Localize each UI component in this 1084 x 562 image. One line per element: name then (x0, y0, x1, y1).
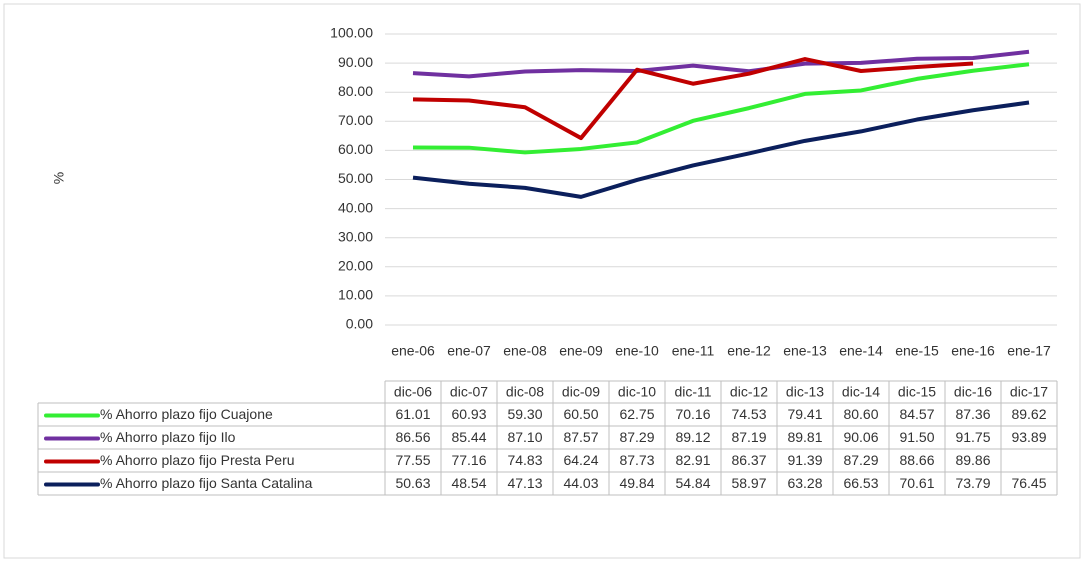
table-value: 89.62 (1011, 406, 1046, 422)
table-value: 47.13 (507, 475, 542, 491)
y-tick-label: 30.00 (338, 228, 373, 244)
x-tick-label: ene-13 (783, 343, 827, 359)
y-tick-label: 60.00 (338, 141, 373, 157)
table-value: 86.56 (395, 429, 430, 445)
table-header: dic-08 (506, 384, 544, 400)
table-value: 87.10 (507, 429, 542, 445)
table-value: 87.19 (731, 429, 766, 445)
table-header: dic-12 (730, 384, 768, 400)
table-value: 60.93 (451, 406, 486, 422)
table-value: 61.01 (395, 406, 430, 422)
x-tick-label: ene-11 (672, 343, 715, 359)
table-value: 84.57 (899, 406, 934, 422)
table-value: 93.89 (1011, 429, 1046, 445)
table-value: 76.45 (1011, 475, 1046, 491)
x-tick-label: ene-16 (951, 343, 995, 359)
y-tick-label: 100.00 (330, 25, 373, 41)
table-header: dic-16 (954, 384, 992, 400)
table-value: 91.75 (955, 429, 990, 445)
x-tick-label: ene-17 (1007, 343, 1051, 359)
table-header: dic-07 (450, 384, 488, 400)
legend-label: % Ahorro plazo fijo Cuajone (100, 406, 273, 422)
table-value: 87.36 (955, 406, 990, 422)
table-value: 44.03 (563, 475, 598, 491)
y-tick-label: 0.00 (346, 316, 373, 332)
x-tick-label: ene-10 (615, 343, 659, 359)
table-header: dic-14 (842, 384, 880, 400)
table-value: 77.55 (395, 452, 430, 468)
table-value: 82.91 (675, 452, 710, 468)
legend-label: % Ahorro plazo fijo Presta Peru (100, 452, 295, 468)
table-header: dic-17 (1010, 384, 1048, 400)
table-value: 87.57 (563, 429, 598, 445)
table-value: 63.28 (787, 475, 822, 491)
x-tick-label: ene-15 (895, 343, 939, 359)
table-value: 79.41 (787, 406, 822, 422)
y-tick-label: 10.00 (338, 287, 373, 303)
table-value: 48.54 (451, 475, 486, 491)
x-tick-label: ene-09 (559, 343, 603, 359)
table-value: 66.53 (843, 475, 878, 491)
x-tick-label: ene-08 (503, 343, 547, 359)
x-tick-label: ene-12 (727, 343, 771, 359)
table-value: 80.60 (843, 406, 878, 422)
table-value: 62.75 (619, 406, 654, 422)
table-value: 86.37 (731, 452, 766, 468)
table-header: dic-13 (786, 384, 824, 400)
table-value: 59.30 (507, 406, 542, 422)
table-value: 49.84 (619, 475, 654, 491)
table-value: 58.97 (731, 475, 766, 491)
table-header: dic-10 (618, 384, 656, 400)
table-value: 87.29 (619, 429, 654, 445)
x-tick-label: ene-06 (391, 343, 435, 359)
series-line (412, 100, 1030, 199)
table-value: 89.12 (675, 429, 710, 445)
table-value: 87.29 (843, 452, 878, 468)
table-value: 89.86 (955, 452, 990, 468)
table-header: dic-11 (674, 384, 711, 400)
chart-border (3, 3, 1081, 559)
table-value: 91.39 (787, 452, 822, 468)
table-value: 50.63 (395, 475, 430, 491)
table-value: 74.53 (731, 406, 766, 422)
y-tick-label: 50.00 (338, 170, 373, 186)
y-axis-label: % (51, 172, 67, 184)
table-value: 85.44 (451, 429, 486, 445)
series-line (412, 49, 1030, 79)
table-value: 64.24 (563, 452, 598, 468)
table-value: 88.66 (899, 452, 934, 468)
series-line (412, 57, 974, 141)
legend-label: % Ahorro plazo fijo Ilo (100, 429, 236, 445)
table-value: 74.83 (507, 452, 542, 468)
table-value: 87.73 (619, 452, 654, 468)
y-tick-label: 20.00 (338, 258, 373, 274)
table-value: 77.16 (451, 452, 486, 468)
table-value: 89.81 (787, 429, 822, 445)
y-tick-label: 80.00 (338, 83, 373, 99)
table-header: dic-09 (562, 384, 600, 400)
y-tick-label: 90.00 (338, 54, 373, 70)
table-value: 60.50 (563, 406, 598, 422)
table-value: 70.61 (899, 475, 934, 491)
table-header: dic-06 (394, 384, 432, 400)
table-value: 91.50 (899, 429, 934, 445)
table-value: 54.84 (675, 475, 710, 491)
table-value: 70.16 (675, 406, 710, 422)
legend-label: % Ahorro plazo fijo Santa Catalina (100, 475, 313, 491)
x-tick-label: ene-07 (447, 343, 491, 359)
table-value: 90.06 (843, 429, 878, 445)
x-tick-label: ene-14 (839, 343, 883, 359)
y-tick-label: 40.00 (338, 199, 373, 215)
table-header: dic-15 (898, 384, 936, 400)
table-value: 73.79 (955, 475, 990, 491)
series-line (412, 62, 1030, 155)
y-tick-label: 70.00 (338, 112, 373, 128)
